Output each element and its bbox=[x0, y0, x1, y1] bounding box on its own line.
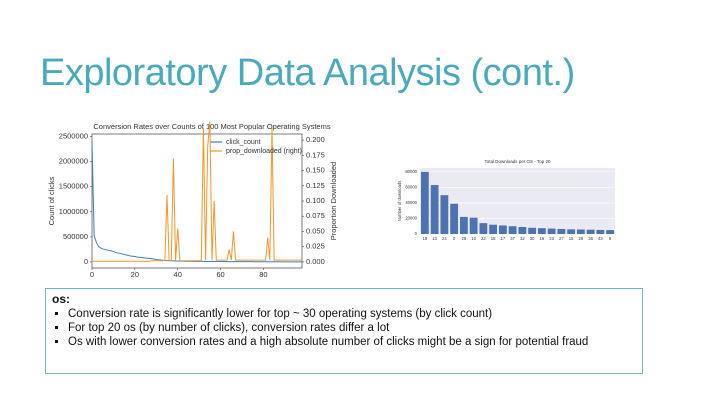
y2-tick-label: 0.125 bbox=[306, 181, 325, 190]
x-tick-label: 18 bbox=[491, 236, 496, 241]
bar bbox=[459, 216, 468, 234]
x-tick-label: 37 bbox=[510, 236, 515, 241]
bar bbox=[567, 229, 576, 234]
y2-tick-label: 0.000 bbox=[306, 257, 325, 266]
x-tick-label: 22 bbox=[481, 236, 486, 241]
x-tick-label: 0 bbox=[90, 270, 94, 279]
y2-tick-label: 0.200 bbox=[306, 135, 325, 144]
x-tick-label: 6 bbox=[609, 236, 612, 241]
y-tick-label: 2000000 bbox=[59, 157, 88, 166]
bar bbox=[547, 228, 556, 234]
y-axis-label: Count of clicks bbox=[47, 176, 56, 225]
x-tick-label: 43 bbox=[598, 236, 603, 241]
bar bbox=[606, 230, 615, 234]
bar bbox=[537, 228, 546, 234]
notes-box: os: Conversion rate is significantly low… bbox=[45, 288, 643, 374]
legend-label: prop_downloaded (right) bbox=[226, 148, 302, 155]
notes-heading: os: bbox=[52, 292, 70, 306]
bar bbox=[420, 171, 429, 234]
bar bbox=[576, 229, 585, 234]
bar bbox=[508, 226, 517, 234]
series-line bbox=[91, 141, 303, 263]
y-tick-label: 0 bbox=[84, 257, 88, 266]
x-tick-label: 20 bbox=[131, 270, 139, 279]
x-tick-label: 30 bbox=[530, 236, 535, 241]
y2-tick-label: 0.025 bbox=[306, 242, 325, 251]
x-tick-label: 10 bbox=[471, 236, 476, 241]
bar bbox=[430, 185, 439, 234]
y2-tick-label: 0.175 bbox=[306, 150, 325, 159]
x-tick-label: 19 bbox=[423, 236, 428, 241]
bar bbox=[498, 225, 507, 234]
y-tick-label: 500000 bbox=[63, 232, 88, 241]
y2-tick-label: 0.075 bbox=[306, 211, 325, 220]
y2-tick-label: 0.150 bbox=[306, 166, 325, 175]
x-tick-label: 24 bbox=[442, 236, 447, 241]
bar bbox=[528, 227, 537, 234]
x-tick-label: 80 bbox=[259, 270, 267, 279]
series-line bbox=[92, 121, 302, 262]
x-tick-label: 15 bbox=[569, 236, 574, 241]
bar bbox=[557, 228, 566, 234]
bar bbox=[450, 203, 459, 234]
y-tick-label: 0 bbox=[415, 231, 418, 236]
bar bbox=[518, 227, 527, 234]
y-tick-label: 80000 bbox=[405, 169, 417, 174]
y-tick-label: 2500000 bbox=[59, 131, 88, 140]
y2-tick-label: 0.050 bbox=[306, 226, 325, 235]
chart-title: Total Downloads per OS - Top 20 bbox=[485, 159, 551, 164]
y2-axis-label: Proportion Downloaded bbox=[329, 162, 338, 240]
legend-label: click_count bbox=[226, 139, 261, 146]
x-tick-label: 17 bbox=[501, 236, 506, 241]
y-tick-label: 40000 bbox=[405, 200, 417, 205]
bullet: For top 20 os (by number of clicks), con… bbox=[68, 322, 636, 334]
y-axis-label: Number of downloads bbox=[397, 181, 402, 222]
bar bbox=[469, 217, 478, 234]
notes-list: Conversion rate is significantly lower f… bbox=[52, 308, 636, 348]
bar bbox=[586, 229, 595, 234]
x-tick-label: 32 bbox=[520, 236, 525, 241]
x-tick-label: 16 bbox=[540, 236, 545, 241]
bar bbox=[479, 223, 488, 234]
x-tick-label: 36 bbox=[588, 236, 593, 241]
x-tick-label: 29 bbox=[462, 236, 467, 241]
x-tick-label: 60 bbox=[216, 270, 224, 279]
y-tick-label: 60000 bbox=[405, 185, 417, 190]
bullet: Os with lower conversion rates and a hig… bbox=[68, 336, 636, 348]
chart-title: Conversion Rates over Counts of 100 Most… bbox=[93, 122, 330, 131]
y-tick-label: 1000000 bbox=[59, 207, 88, 216]
y2-tick-label: 0.100 bbox=[306, 196, 325, 205]
plot-bg bbox=[420, 168, 615, 234]
x-tick-label: 13 bbox=[432, 236, 437, 241]
bar bbox=[596, 229, 605, 234]
y-tick-label: 1500000 bbox=[59, 182, 88, 191]
x-tick-label: 27 bbox=[559, 236, 564, 241]
slide-title: Exploratory Data Analysis (cont.) bbox=[40, 52, 575, 94]
x-tick-label: 23 bbox=[549, 236, 554, 241]
bar bbox=[440, 195, 449, 234]
x-tick-label: 0 bbox=[453, 236, 456, 241]
bar bbox=[489, 224, 498, 234]
bullet: Conversion rate is significantly lower f… bbox=[68, 308, 636, 320]
x-tick-label: 26 bbox=[579, 236, 584, 241]
y-tick-label: 20000 bbox=[405, 216, 417, 221]
x-tick-label: 40 bbox=[174, 270, 182, 279]
